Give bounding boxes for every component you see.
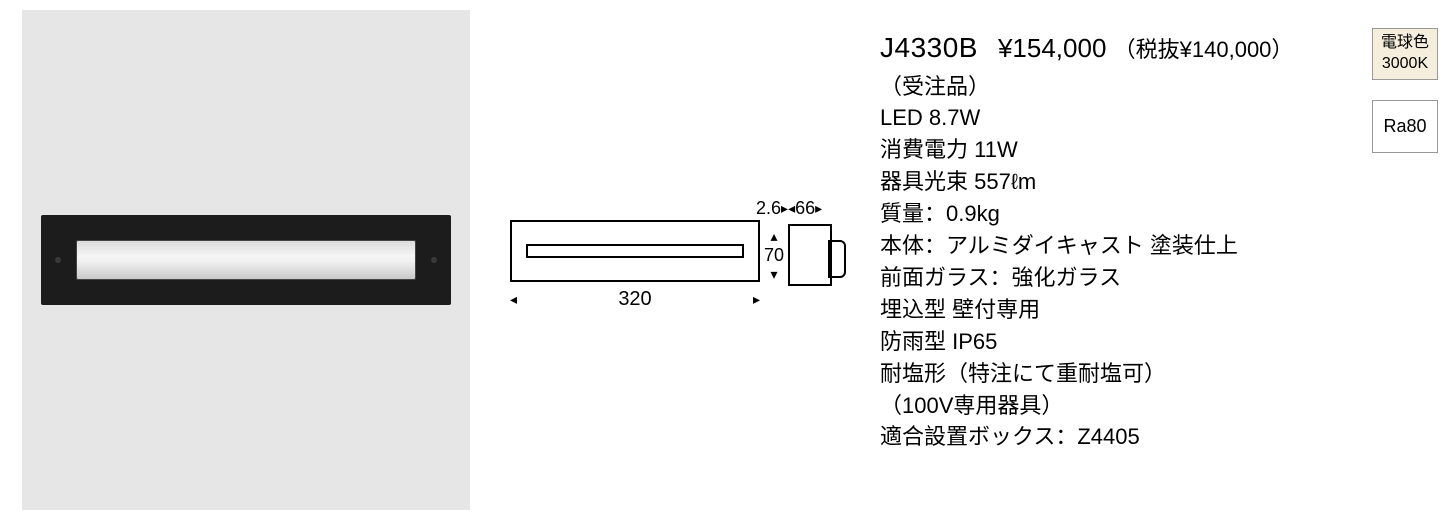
spec-line: 消費電力 11W [880, 134, 1362, 166]
dim-width-row: ◂ 320 ▸ [510, 282, 760, 311]
dimension-diagram: 2.6 ▸ ◂ 66 ▸ ▴ 70 ▾ ◂ 320 ▸ [500, 10, 850, 311]
arrow-icon: ▸ [815, 200, 822, 217]
fixture-body [41, 215, 451, 305]
arrow-icon: ▴ [771, 228, 778, 245]
arrow-icon: ▸ [753, 291, 760, 308]
spec-line: 器具光束 557ℓm [880, 166, 1362, 198]
badge-cri: Ra80 [1372, 100, 1438, 153]
title-row: J4330B ¥154,000 （税抜¥140,000） [880, 28, 1362, 69]
dim-width: 320 [517, 288, 753, 311]
spec-line: 埋込型 壁付専用 [880, 294, 1362, 326]
specs-text: J4330B ¥154,000 （税抜¥140,000） （受注品） LED 8… [880, 28, 1362, 453]
dim-height: 70 [764, 245, 784, 266]
product-photo [22, 10, 470, 510]
front-slot [526, 244, 744, 258]
front-view [510, 220, 760, 282]
spec-line: 前面ガラス：強化ガラス [880, 262, 1362, 294]
spec-line: 質量：0.9kg [880, 198, 1362, 230]
badge-color-temp-label: 電球色 [1373, 33, 1437, 54]
arrow-icon: ▾ [771, 266, 778, 283]
spec-line: 耐塩形（特注にて重耐塩可） [880, 358, 1362, 390]
fixture-window [76, 240, 416, 280]
spec-line: 本体：アルミダイキャスト 塗装仕上 [880, 230, 1362, 262]
dim-depth: 66 [795, 198, 815, 219]
order-note: （受注品） [880, 71, 1362, 103]
dim-depth-labels: 2.6 ▸ ◂ 66 ▸ [756, 198, 822, 219]
side-view-group: ▴ 70 ▾ [764, 224, 832, 286]
price-incl: ¥154,000 [998, 33, 1106, 63]
spec-line: 適合設置ボックス：Z4405 [880, 421, 1362, 453]
price-excl: （税抜¥140,000） [1114, 37, 1294, 62]
dim-depth-gap: 2.6 [756, 198, 781, 219]
side-view [788, 224, 832, 286]
model-number: J4330B [880, 28, 978, 69]
arrow-icon: ◂ [510, 291, 517, 308]
badges: 電球色 3000K Ra80 [1372, 28, 1438, 153]
spec-line: 防雨型 IP65 [880, 326, 1362, 358]
badge-color-temp-value: 3000K [1373, 54, 1437, 75]
spec-line: LED 8.7W [880, 102, 1362, 134]
badge-color-temp: 電球色 3000K [1372, 28, 1438, 80]
arrow-icon: ◂ [788, 200, 795, 217]
arrow-icon: ▸ [781, 200, 788, 217]
spec-line: （100V専用器具） [880, 390, 1362, 422]
